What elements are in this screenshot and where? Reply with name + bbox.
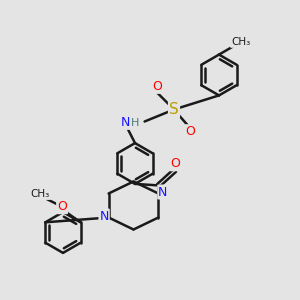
Text: CH₃: CH₃ xyxy=(231,37,250,47)
Text: CH₃: CH₃ xyxy=(31,189,50,199)
Text: N: N xyxy=(99,209,109,223)
Text: O: O xyxy=(57,200,67,213)
Text: O: O xyxy=(185,125,195,138)
Text: O: O xyxy=(152,80,162,93)
Text: H: H xyxy=(131,118,139,128)
Text: N: N xyxy=(121,116,130,129)
Text: S: S xyxy=(169,102,179,117)
Text: O: O xyxy=(170,157,180,170)
Text: N: N xyxy=(158,185,168,199)
